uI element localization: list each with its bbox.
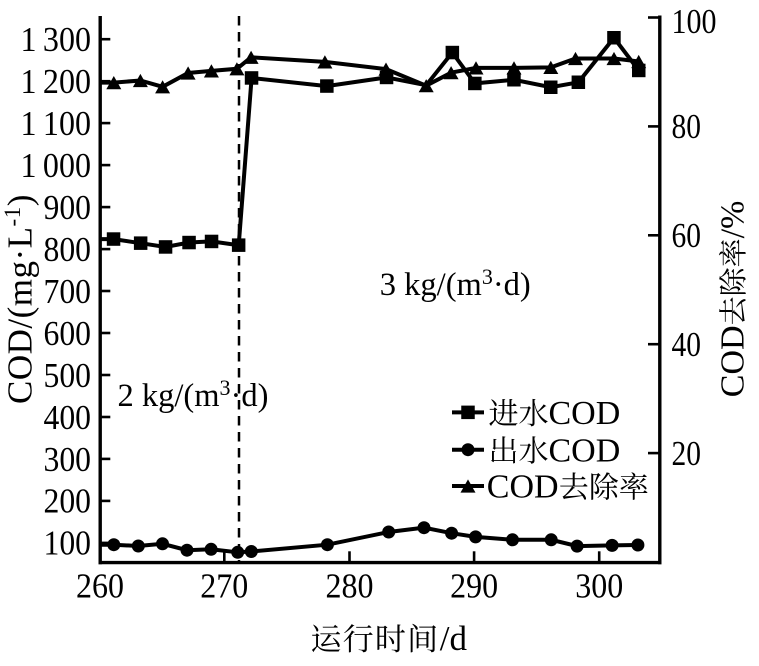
- svg-text:1 200: 1 200: [21, 62, 92, 101]
- svg-text:COD: COD: [715, 325, 752, 397]
- svg-text:2 kg/(m3·d): 2 kg/(m3·d): [118, 375, 269, 414]
- svg-text:/%: /%: [715, 201, 752, 239]
- svg-text:300: 300: [575, 567, 623, 606]
- svg-text:500: 500: [44, 356, 92, 395]
- svg-text:800: 800: [44, 230, 92, 269]
- svg-text:1 300: 1 300: [21, 20, 92, 59]
- svg-text:600: 600: [44, 314, 92, 353]
- svg-text:400: 400: [44, 398, 92, 437]
- svg-text:COD/(mg·L-1): COD/(mg·L-1): [0, 194, 40, 404]
- svg-text:270: 270: [200, 567, 248, 606]
- svg-text:200: 200: [44, 482, 92, 521]
- svg-text:100: 100: [44, 524, 92, 563]
- svg-text:100: 100: [672, 2, 717, 41]
- svg-text:290: 290: [450, 567, 498, 606]
- svg-text:260: 260: [76, 567, 124, 606]
- svg-text:COD: COD: [487, 469, 559, 506]
- svg-text:20: 20: [672, 434, 702, 473]
- svg-text:300: 300: [44, 440, 92, 479]
- svg-text:280: 280: [326, 567, 374, 606]
- svg-text:COD: COD: [549, 395, 621, 432]
- svg-text:1 000: 1 000: [21, 146, 92, 185]
- svg-text:COD: COD: [549, 432, 621, 469]
- svg-text:80: 80: [672, 107, 702, 146]
- svg-text:40: 40: [672, 325, 702, 364]
- svg-text:3 kg/(m3·d): 3 kg/(m3·d): [380, 264, 531, 303]
- svg-text:1 100: 1 100: [21, 104, 92, 143]
- svg-text:/d: /d: [440, 619, 468, 658]
- svg-text:900: 900: [44, 188, 92, 227]
- svg-text:60: 60: [672, 216, 702, 255]
- svg-text:700: 700: [44, 272, 92, 311]
